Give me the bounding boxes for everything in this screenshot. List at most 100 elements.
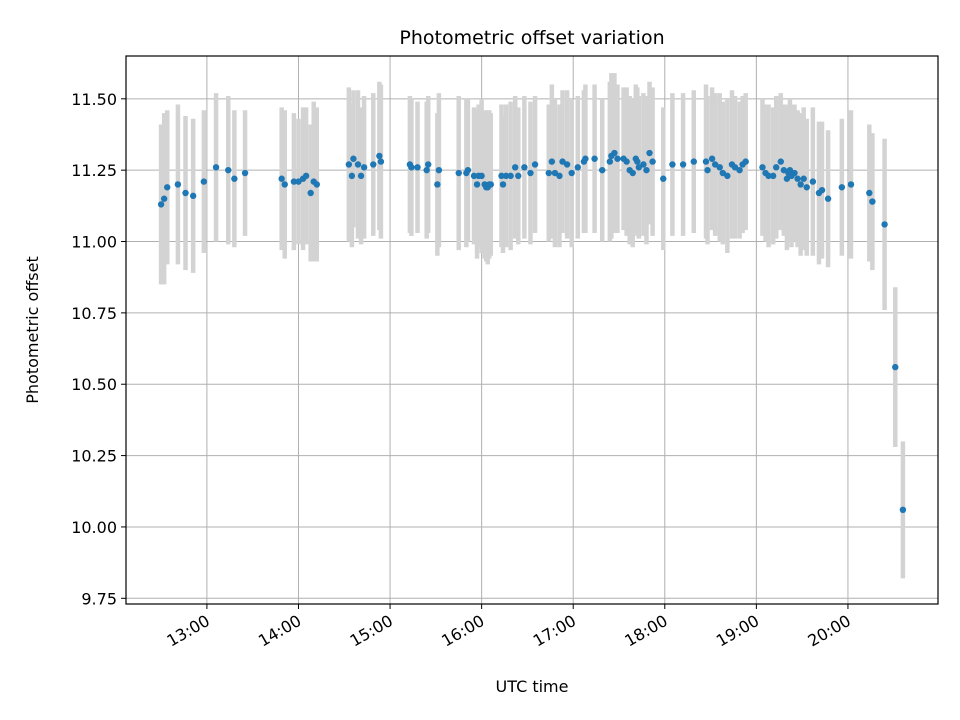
y-tick-label: 10.25 <box>71 447 117 466</box>
data-point <box>646 149 653 157</box>
data-point <box>290 178 298 185</box>
data-point <box>711 161 719 168</box>
y-tick-label: 11.00 <box>71 233 117 252</box>
data-point <box>649 158 656 165</box>
data-point <box>370 161 377 168</box>
y-tick-label: 9.75 <box>81 589 117 608</box>
data-point <box>212 164 220 171</box>
data-point <box>548 158 556 165</box>
data-point <box>660 175 667 182</box>
y-axis-label: Photometric offset <box>23 256 42 404</box>
data-point <box>470 172 478 180</box>
data-point <box>414 164 421 171</box>
data-point <box>777 158 784 165</box>
plot-frame <box>125 55 939 605</box>
data-point <box>498 172 505 180</box>
data-point <box>606 158 614 165</box>
data-point <box>307 189 314 197</box>
data-points <box>157 149 907 514</box>
data-point <box>838 184 846 191</box>
data-point <box>377 158 385 165</box>
data-point <box>629 169 636 177</box>
data-point <box>809 178 817 185</box>
x-axis-label: UTC time <box>496 677 569 696</box>
data-point <box>780 166 788 174</box>
data-point <box>724 172 731 180</box>
data-point <box>797 181 804 188</box>
data-point <box>708 155 716 162</box>
y-tick-label: 10.75 <box>71 304 117 323</box>
data-point <box>348 172 356 180</box>
data-point <box>502 172 510 180</box>
data-point <box>350 155 357 162</box>
data-point <box>611 149 618 157</box>
data-point <box>786 166 794 174</box>
data-point <box>425 161 432 168</box>
data-point <box>189 192 197 200</box>
data-point <box>563 161 571 168</box>
data-point <box>800 175 807 182</box>
data-point <box>507 172 514 180</box>
chart-title: Photometric offset variation <box>399 27 664 49</box>
data-point <box>487 181 494 188</box>
data-point <box>582 155 589 162</box>
data-point <box>551 169 559 177</box>
data-point <box>531 161 539 168</box>
data-point <box>435 166 443 174</box>
data-point <box>765 172 772 180</box>
data-point <box>354 161 362 168</box>
y-tick-label: 10.50 <box>71 375 117 394</box>
data-point <box>623 158 630 165</box>
data-point <box>423 166 430 174</box>
data-point <box>302 172 310 180</box>
data-point <box>360 164 368 171</box>
y-tick-label: 11.25 <box>71 161 117 180</box>
data-point <box>614 155 621 162</box>
data-point <box>690 158 697 165</box>
y-tick-label: 11.50 <box>71 90 117 109</box>
data-point <box>521 164 528 171</box>
data-point <box>527 169 534 177</box>
data-point <box>892 363 899 371</box>
data-point <box>313 181 320 188</box>
data-point <box>231 175 238 182</box>
data-point <box>847 181 855 188</box>
data-point <box>512 164 519 171</box>
data-point <box>408 164 415 171</box>
data-point <box>473 181 481 188</box>
data-point <box>704 166 711 174</box>
data-point <box>241 169 249 177</box>
data-point <box>869 198 876 205</box>
data-point <box>818 186 826 194</box>
data-point <box>599 166 606 174</box>
data-point <box>591 155 598 162</box>
data-point <box>899 506 907 514</box>
data-point <box>803 184 810 191</box>
data-point <box>866 189 873 197</box>
data-point <box>731 164 739 171</box>
data-point <box>455 169 462 177</box>
data-point <box>574 164 581 171</box>
data-point <box>345 161 353 168</box>
data-point <box>791 169 798 177</box>
data-point <box>434 181 441 188</box>
data-point <box>773 164 780 171</box>
data-point <box>278 175 285 182</box>
data-point <box>635 164 643 171</box>
data-point <box>794 175 801 182</box>
data-point <box>225 166 232 174</box>
data-point <box>281 181 288 188</box>
data-point <box>545 169 552 177</box>
data-point <box>679 161 687 168</box>
data-point <box>164 184 171 191</box>
data-point <box>559 158 566 165</box>
data-point <box>759 164 766 171</box>
data-point <box>182 189 189 197</box>
data-point <box>634 158 641 165</box>
data-point <box>295 178 302 185</box>
data-point <box>702 158 710 165</box>
data-point <box>640 161 647 168</box>
data-point <box>716 164 723 171</box>
data-point <box>200 178 208 185</box>
data-point <box>769 172 777 180</box>
